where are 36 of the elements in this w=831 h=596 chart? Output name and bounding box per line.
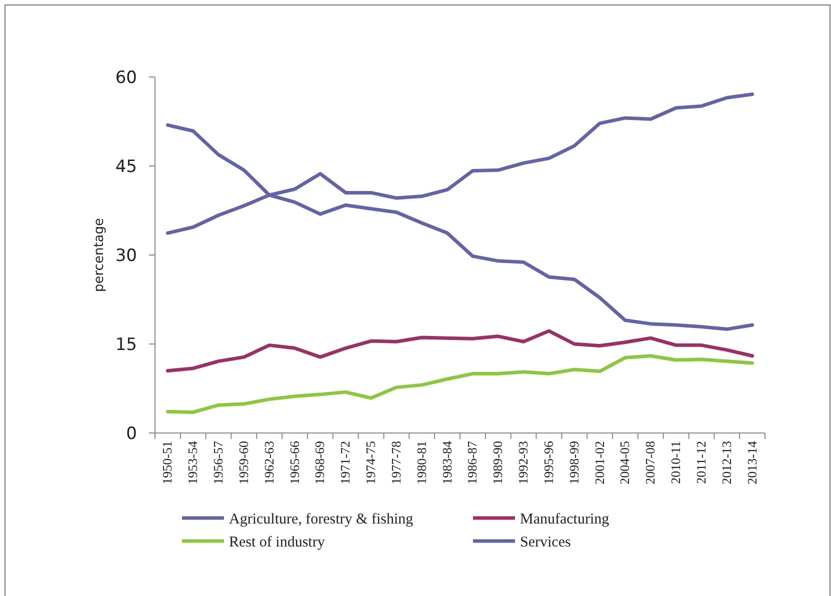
x-tick-label: 1962-63 — [261, 441, 276, 484]
x-tick-label: 1956-57 — [210, 440, 226, 484]
x-tick-label: 1995-96 — [540, 440, 556, 484]
x-tick-label: 2001-02 — [592, 441, 607, 484]
y-tick-label: 0 — [126, 424, 137, 444]
x-tick-label: 1953-54 — [185, 440, 200, 484]
x-tick-label: 1974-75 — [363, 441, 378, 484]
x-tick-label: 1989-90 — [490, 441, 506, 484]
y-tick-label: 45 — [115, 156, 137, 177]
legend-label: Agriculture, forestry & fishing — [229, 511, 414, 528]
y-tick-label: 60 — [115, 68, 137, 88]
x-tick-label: 1965-66 — [286, 440, 302, 484]
x-tick-label: 1977-78 — [388, 441, 404, 484]
x-tick-label: 1992-93 — [516, 441, 531, 484]
y-tick-label: 15 — [115, 334, 137, 355]
x-tick-label: 1980-81 — [414, 441, 429, 484]
legend-label: Manufacturing — [520, 511, 610, 528]
x-tick-label: 2010-11 — [668, 441, 684, 484]
x-tick-label: 2013-14 — [744, 440, 760, 484]
x-tick-label: 2011-12 — [693, 441, 708, 484]
x-tick-label: 1950-51 — [160, 441, 175, 484]
y-tick-label: 30 — [115, 246, 137, 266]
legend-label: Services — [520, 534, 571, 550]
x-tick-label: 1983-84 — [439, 440, 454, 484]
x-tick-label: 1998-99 — [566, 441, 582, 484]
line-series — [166, 329, 754, 372]
legend-label: Rest of industry — [229, 534, 326, 550]
x-tick-label: 2007-08 — [642, 441, 658, 484]
x-tick-label: 2012-13 — [718, 441, 734, 484]
x-tick-label: 1959-60 — [236, 441, 251, 484]
x-tick-label: 1986-87 — [464, 440, 480, 484]
x-tick-label: 1971-72 — [338, 441, 353, 484]
y-axis-title: percentage — [92, 218, 107, 292]
x-tick-label: 2004-05 — [617, 441, 632, 484]
x-tick-label: 1968-69 — [312, 441, 328, 484]
line-series — [166, 354, 754, 414]
